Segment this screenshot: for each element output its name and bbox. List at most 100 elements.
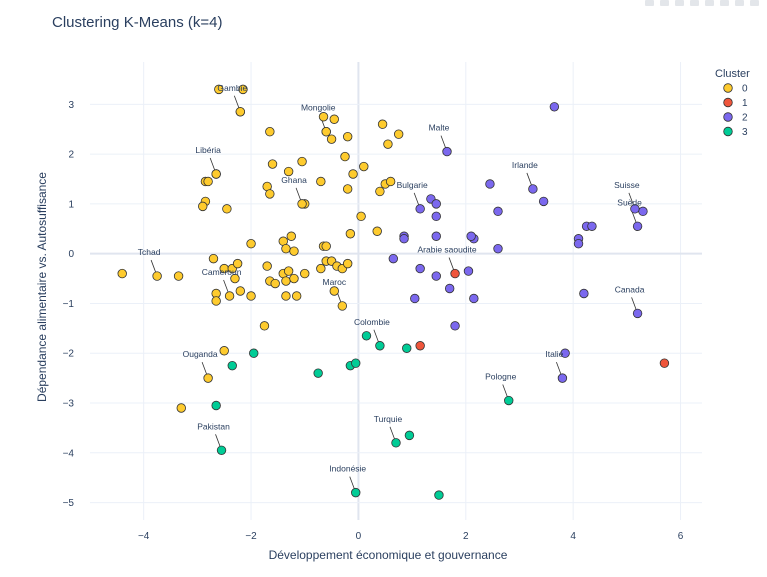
cluster-2-point	[431, 231, 441, 241]
y-tick-label: −1	[63, 299, 75, 310]
legend-marker[interactable]	[723, 112, 733, 122]
cluster-0-point	[211, 296, 221, 306]
plotly-logo-icon[interactable]	[750, 0, 759, 6]
cluster-0-point	[267, 159, 278, 169]
annotation-label: Suisse	[614, 180, 640, 190]
annotated-point	[632, 221, 643, 231]
cluster-2-point	[560, 348, 570, 358]
legend-label[interactable]: 2	[742, 113, 748, 124]
cluster-0-point	[246, 291, 256, 301]
zoom-icon[interactable]	[660, 0, 669, 6]
cluster-0-point	[345, 229, 356, 239]
annotated-point	[557, 373, 568, 383]
cluster-3-point	[249, 348, 259, 358]
cluster-0-point	[377, 119, 388, 129]
cluster-2-point	[579, 288, 589, 299]
cluster-2-point	[415, 263, 425, 274]
y-axis-title: Dépendance alimentaire vs. Autosuffisanc…	[35, 172, 49, 402]
annotation-label: Pakistan	[197, 421, 230, 431]
cluster-2-point	[549, 102, 560, 112]
annotation-label: Arabie saoudite	[418, 245, 477, 255]
cluster-0-point	[232, 258, 243, 269]
legend-label[interactable]: 3	[742, 127, 748, 138]
annotation-label: Gambie	[217, 83, 247, 93]
grid	[90, 62, 702, 520]
x-axis-ticks: −4 −2 0 2 4 6	[138, 531, 684, 542]
cluster-0-point	[173, 271, 184, 281]
annotation-label: Colombie	[354, 317, 390, 327]
y-tick-label: −3	[63, 399, 75, 410]
cluster-2-point	[485, 179, 495, 189]
annotation-label: Bulgarie	[397, 180, 428, 190]
annotated-point	[297, 199, 307, 209]
cluster-0-point	[281, 276, 291, 286]
annotation-label: Indonésie	[329, 464, 366, 474]
annotated-point	[351, 487, 361, 498]
camera-icon[interactable]	[645, 0, 654, 6]
annotation-label: Ouganda	[183, 349, 218, 359]
cluster-0-point	[340, 151, 350, 162]
cluster-3-point	[434, 490, 444, 500]
legend-marker[interactable]	[723, 97, 733, 108]
annotated-point	[632, 308, 643, 319]
pan-icon[interactable]	[675, 0, 684, 6]
data-points	[117, 84, 670, 500]
cluster-3-point	[313, 368, 323, 378]
annotation-label: Ghana	[281, 175, 307, 185]
cluster-2-point	[388, 253, 399, 264]
cluster-2-point	[573, 239, 584, 249]
x-tick-label: 0	[356, 531, 362, 542]
cluster-3-point	[227, 360, 237, 371]
cluster-3-point	[404, 430, 415, 441]
reset-axes-icon[interactable]	[735, 0, 744, 6]
cluster-0-point	[318, 112, 329, 122]
autoscale-icon[interactable]	[720, 0, 729, 6]
cluster-0-point	[281, 243, 291, 254]
cluster-0-point	[265, 189, 275, 199]
cluster-0-point	[222, 204, 232, 214]
legend-marker[interactable]	[723, 83, 733, 93]
chart-title: Clustering K-Means (k=4)	[52, 14, 222, 31]
cluster-0-point	[300, 268, 310, 279]
zoom-in-icon[interactable]	[690, 0, 699, 6]
zoom-out-icon[interactable]	[705, 0, 714, 6]
annotated-point	[450, 268, 460, 279]
cluster-0-point	[393, 129, 404, 139]
annotated-point	[224, 291, 235, 301]
cluster-3-point	[361, 331, 372, 341]
cluster-0-point	[289, 273, 299, 284]
annotation-label: Italie	[545, 349, 563, 359]
annotated-point	[337, 301, 348, 311]
cluster-3-point	[402, 343, 412, 353]
legend-label[interactable]: 0	[742, 84, 748, 95]
cluster-2-point	[538, 196, 549, 207]
annotation-label: Maroc	[323, 277, 347, 287]
cluster-0-point	[372, 226, 382, 236]
legend: Cluster 0 1 2 3	[715, 68, 750, 138]
y-tick-label: 3	[68, 100, 74, 111]
annotation-label: Malte	[429, 123, 450, 133]
cluster-2-point	[469, 293, 479, 304]
cluster-2-point	[450, 321, 460, 331]
cluster-2-point	[444, 283, 455, 294]
modebar	[645, 0, 759, 8]
cluster-0-point	[259, 321, 270, 331]
cluster-0-point	[356, 211, 366, 222]
legend-marker[interactable]	[723, 126, 733, 137]
cluster-2-point	[410, 293, 420, 304]
cluster-0-point	[297, 156, 307, 167]
legend-label[interactable]: 1	[742, 98, 748, 109]
cluster-1-point	[415, 341, 425, 351]
cluster-0-point	[262, 261, 272, 271]
cluster-0-point	[383, 139, 393, 149]
annotated-point	[211, 169, 221, 179]
x-tick-label: 6	[678, 531, 684, 542]
annotation-label: Canada	[615, 284, 645, 294]
cluster-0-point	[176, 403, 186, 413]
cluster-0-point	[246, 239, 256, 249]
cluster-2-point	[463, 266, 474, 276]
y-tick-label: 0	[68, 249, 74, 260]
cluster-0-point	[342, 184, 353, 194]
annotation-label: Irlande	[512, 160, 538, 170]
cluster-0-point	[281, 291, 291, 301]
